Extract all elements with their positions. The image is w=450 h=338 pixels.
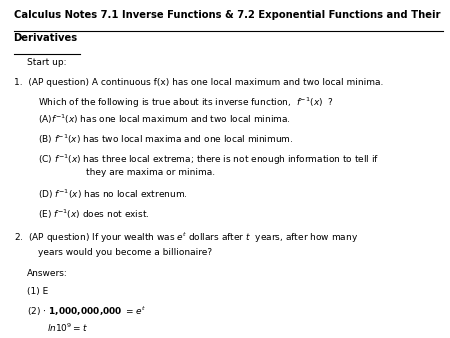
- Text: (1) E: (1) E: [27, 287, 48, 296]
- Text: (B) $f^{-1}(x)$ has two local maxima and one local minimum.: (B) $f^{-1}(x)$ has two local maxima and…: [38, 132, 294, 146]
- Text: (C) $f^{-1}(x)$ has three local extrema; there is not enough information to tell: (C) $f^{-1}(x)$ has three local extrema;…: [38, 152, 379, 167]
- Text: Start up:: Start up:: [27, 58, 67, 67]
- Text: Which of the following is true about its inverse function,  $f^{-1}(x)$  ?: Which of the following is true about its…: [38, 95, 334, 110]
- Text: (D) $f^{-1}(x)$ has no local extrenum.: (D) $f^{-1}(x)$ has no local extrenum.: [38, 188, 188, 201]
- Text: (E) $f^{-1}(x)$ does not exist.: (E) $f^{-1}(x)$ does not exist.: [38, 208, 150, 221]
- Text: Calculus Notes 7.1 Inverse Functions & 7.2 Exponential Functions and Their: Calculus Notes 7.1 Inverse Functions & 7…: [14, 10, 440, 20]
- Text: they are maxima or minima.: they are maxima or minima.: [86, 168, 215, 177]
- Text: 2.  (AP question) If your wealth was $e^t$ dollars after $\it{t}$  years, after : 2. (AP question) If your wealth was $e^t…: [14, 231, 358, 245]
- Text: 1.  (AP question) A continuous f(x) has one local maximum and two local minima.: 1. (AP question) A continuous f(x) has o…: [14, 78, 383, 87]
- Text: (A)$f^{-1}(x)$ has one local maximum and two local minima.: (A)$f^{-1}(x)$ has one local maximum and…: [38, 113, 291, 126]
- Text: Derivatives: Derivatives: [14, 33, 77, 43]
- Text: $\mathit{ln}10^9 = t$: $\mathit{ln}10^9 = t$: [47, 322, 88, 334]
- Text: Answers:: Answers:: [27, 269, 68, 278]
- Text: (2) $\cdot$ $\mathbf{1{,}000{,}000{,}000}$ $= e^t$: (2) $\cdot$ $\mathbf{1{,}000{,}000{,}000…: [27, 304, 146, 318]
- Text: years would you become a billionaire?: years would you become a billionaire?: [38, 248, 212, 257]
